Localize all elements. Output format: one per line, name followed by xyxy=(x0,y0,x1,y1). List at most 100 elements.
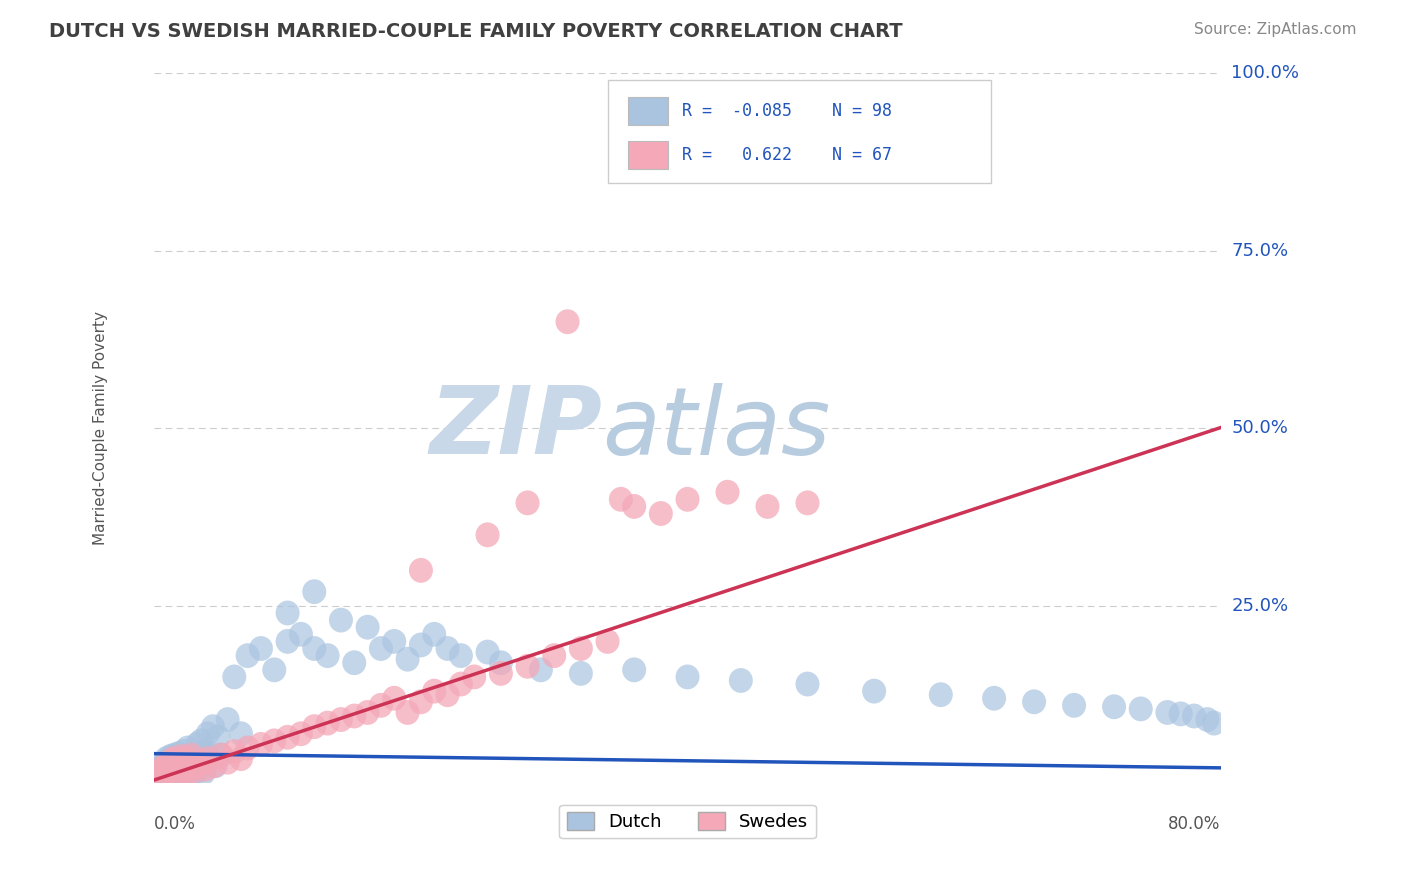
Text: 50.0%: 50.0% xyxy=(1232,419,1288,437)
Ellipse shape xyxy=(186,754,209,778)
Ellipse shape xyxy=(716,480,740,505)
Ellipse shape xyxy=(475,640,499,665)
Ellipse shape xyxy=(155,756,179,780)
Text: 100.0%: 100.0% xyxy=(1232,64,1299,82)
Ellipse shape xyxy=(153,754,177,778)
Ellipse shape xyxy=(170,763,194,788)
Ellipse shape xyxy=(180,743,204,767)
Ellipse shape xyxy=(165,751,188,776)
Ellipse shape xyxy=(172,739,195,764)
Ellipse shape xyxy=(368,693,392,718)
Ellipse shape xyxy=(176,747,200,771)
Ellipse shape xyxy=(159,758,183,783)
Ellipse shape xyxy=(215,707,239,732)
Ellipse shape xyxy=(609,487,633,512)
Ellipse shape xyxy=(160,760,184,785)
Ellipse shape xyxy=(174,760,198,785)
Ellipse shape xyxy=(153,750,177,774)
Ellipse shape xyxy=(368,636,392,661)
Ellipse shape xyxy=(146,758,170,783)
Ellipse shape xyxy=(263,657,287,682)
Ellipse shape xyxy=(165,760,188,785)
Ellipse shape xyxy=(172,758,195,783)
Ellipse shape xyxy=(796,491,820,516)
Ellipse shape xyxy=(170,744,194,769)
FancyBboxPatch shape xyxy=(607,80,991,183)
Ellipse shape xyxy=(153,763,177,788)
Ellipse shape xyxy=(209,743,233,767)
Ellipse shape xyxy=(290,622,314,647)
Ellipse shape xyxy=(1182,704,1206,729)
Ellipse shape xyxy=(169,756,193,781)
Ellipse shape xyxy=(543,643,567,668)
Ellipse shape xyxy=(195,722,219,747)
Text: ZIP: ZIP xyxy=(429,383,602,475)
Legend: Dutch, Swedes: Dutch, Swedes xyxy=(560,805,815,838)
Ellipse shape xyxy=(395,700,419,725)
Ellipse shape xyxy=(169,744,193,769)
Ellipse shape xyxy=(149,760,173,785)
Ellipse shape xyxy=(276,629,299,654)
Ellipse shape xyxy=(191,760,215,785)
Ellipse shape xyxy=(159,744,183,769)
Text: Married-Couple Family Poverty: Married-Couple Family Poverty xyxy=(93,311,108,545)
Ellipse shape xyxy=(290,722,314,747)
Ellipse shape xyxy=(155,760,179,785)
Ellipse shape xyxy=(179,760,202,785)
Ellipse shape xyxy=(489,661,513,686)
Ellipse shape xyxy=(160,754,184,778)
Ellipse shape xyxy=(675,665,700,690)
Ellipse shape xyxy=(193,739,217,764)
Ellipse shape xyxy=(436,636,460,661)
Ellipse shape xyxy=(167,754,191,778)
Ellipse shape xyxy=(160,758,186,783)
Ellipse shape xyxy=(160,747,186,771)
Ellipse shape xyxy=(195,747,219,771)
Ellipse shape xyxy=(222,665,246,690)
Ellipse shape xyxy=(174,750,198,774)
Text: R =   0.622    N = 67: R = 0.622 N = 67 xyxy=(682,145,893,164)
Ellipse shape xyxy=(302,579,326,604)
Ellipse shape xyxy=(193,756,217,781)
Ellipse shape xyxy=(489,650,513,675)
Ellipse shape xyxy=(449,672,472,697)
Ellipse shape xyxy=(302,636,326,661)
Ellipse shape xyxy=(1062,693,1085,718)
Ellipse shape xyxy=(183,743,207,767)
Ellipse shape xyxy=(204,754,228,778)
Ellipse shape xyxy=(202,754,226,778)
Ellipse shape xyxy=(209,743,233,767)
Ellipse shape xyxy=(796,672,820,697)
Ellipse shape xyxy=(157,748,181,773)
Ellipse shape xyxy=(555,310,579,334)
Ellipse shape xyxy=(929,682,953,707)
Ellipse shape xyxy=(170,754,194,778)
Ellipse shape xyxy=(516,654,540,679)
Ellipse shape xyxy=(356,700,380,725)
Ellipse shape xyxy=(190,750,214,774)
Ellipse shape xyxy=(173,750,197,774)
Ellipse shape xyxy=(169,750,193,774)
Ellipse shape xyxy=(146,756,170,781)
Ellipse shape xyxy=(529,657,553,682)
Ellipse shape xyxy=(155,747,179,771)
Ellipse shape xyxy=(249,636,273,661)
Ellipse shape xyxy=(329,707,353,732)
Ellipse shape xyxy=(167,760,191,785)
Ellipse shape xyxy=(166,758,190,783)
Ellipse shape xyxy=(156,756,180,780)
Ellipse shape xyxy=(1156,700,1180,725)
Ellipse shape xyxy=(422,679,446,704)
Ellipse shape xyxy=(395,647,419,672)
Ellipse shape xyxy=(184,754,208,778)
Ellipse shape xyxy=(172,754,195,778)
Ellipse shape xyxy=(1102,694,1126,719)
Ellipse shape xyxy=(166,741,190,766)
Ellipse shape xyxy=(409,558,433,582)
Ellipse shape xyxy=(236,643,260,668)
Ellipse shape xyxy=(1195,707,1219,732)
Ellipse shape xyxy=(159,756,183,781)
Ellipse shape xyxy=(983,686,1007,711)
Ellipse shape xyxy=(463,665,486,690)
Ellipse shape xyxy=(186,732,209,756)
